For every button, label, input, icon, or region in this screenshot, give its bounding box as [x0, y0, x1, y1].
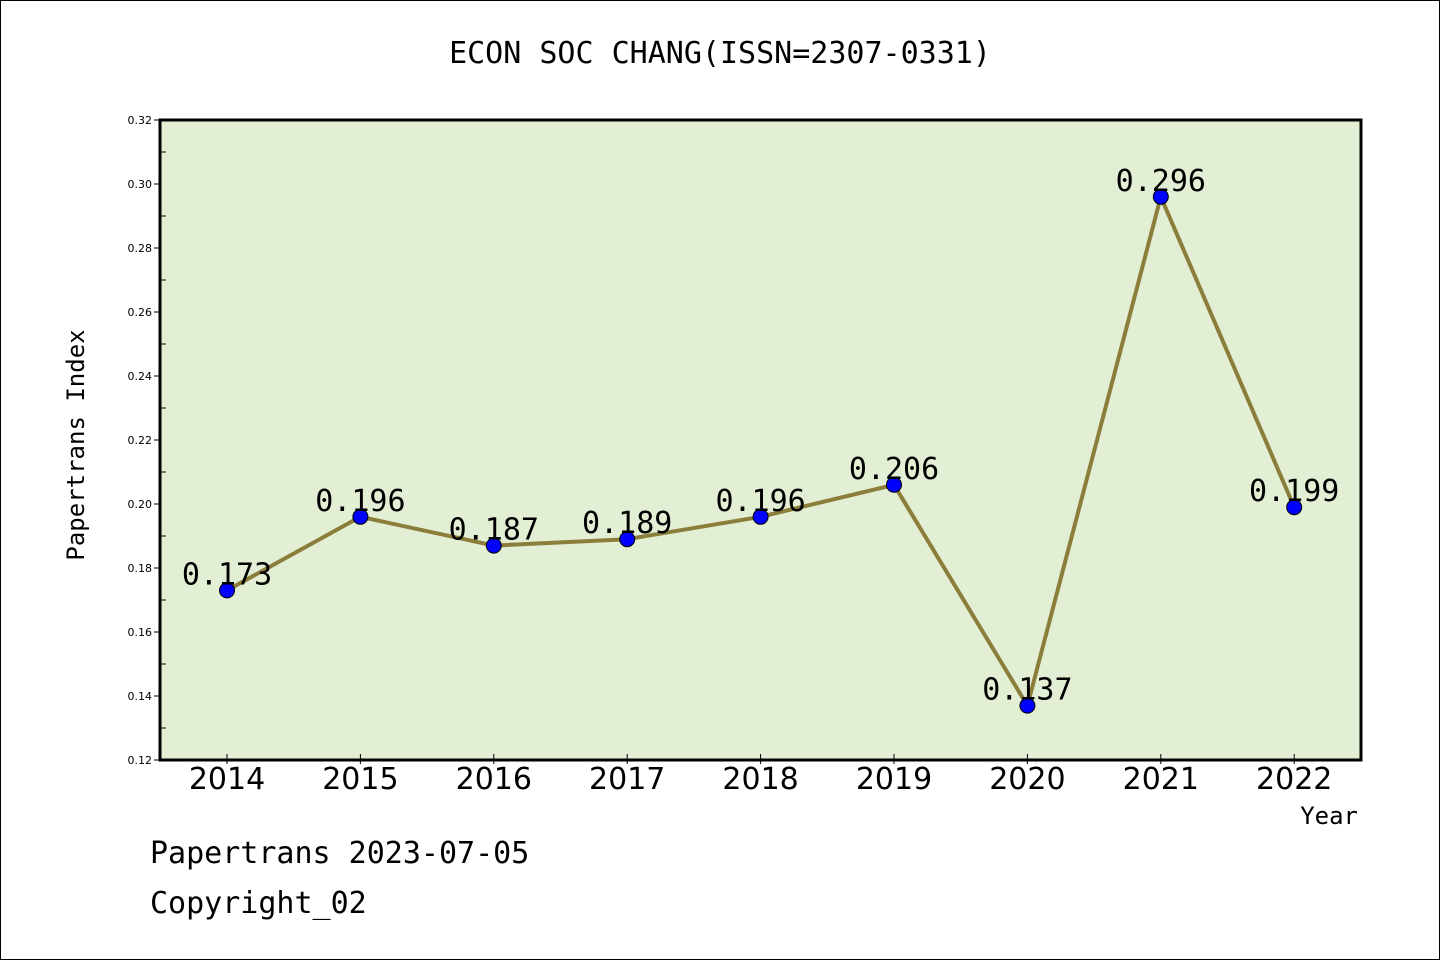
y-tick-label: 0.12 [128, 754, 153, 767]
data-point [886, 476, 902, 493]
data-label: 0.196 [315, 484, 405, 519]
x-tick-label: 2017 [589, 762, 665, 797]
data-point [752, 508, 769, 525]
data-point [352, 508, 369, 525]
data-label: 0.189 [582, 506, 672, 541]
data-point [619, 531, 636, 548]
y-tick-label: 0.22 [128, 434, 153, 447]
data-label: 0.296 [1116, 164, 1206, 199]
data-point [1152, 188, 1169, 205]
y-tick-label: 0.26 [128, 306, 153, 319]
plot-area [158, 118, 1363, 762]
y-tick-label: 0.14 [128, 690, 153, 703]
y-tick-label: 0.30 [128, 178, 153, 191]
data-label: 0.187 [449, 513, 539, 548]
x-tick-label: 2016 [456, 762, 532, 797]
x-axis-label: Year [1300, 802, 1358, 830]
data-point [1019, 697, 1036, 714]
x-tick-label: 2014 [189, 762, 265, 797]
x-tick-label: 2019 [856, 762, 932, 797]
data-point [219, 582, 235, 599]
x-tick-label: 2015 [322, 762, 398, 797]
data-label: 0.137 [982, 673, 1072, 708]
footer-copyright: Copyright_02 [150, 886, 367, 921]
data-point [1286, 499, 1303, 516]
data-label: 0.173 [182, 557, 272, 592]
y-tick-label: 0.20 [128, 498, 153, 511]
data-label: 0.196 [715, 484, 805, 519]
data-label: 0.206 [849, 452, 939, 487]
y-tick-label: 0.32 [128, 114, 153, 127]
y-tick-label: 0.16 [128, 626, 153, 639]
y-tick-label: 0.18 [128, 562, 153, 575]
y-tick-label: 0.28 [128, 242, 153, 255]
y-tick-label: 0.24 [128, 370, 153, 383]
data-point [485, 537, 502, 554]
footer-date: Papertrans 2023-07-05 [150, 836, 530, 871]
chart-title: ECON SOC CHANG(ISSN=2307-0331) [449, 36, 991, 71]
x-tick-label: 2022 [1256, 762, 1332, 797]
x-tick-label: 2021 [1123, 762, 1199, 797]
data-label: 0.199 [1249, 474, 1339, 509]
x-tick-label: 2018 [722, 762, 798, 797]
x-tick-label: 2020 [989, 762, 1065, 797]
